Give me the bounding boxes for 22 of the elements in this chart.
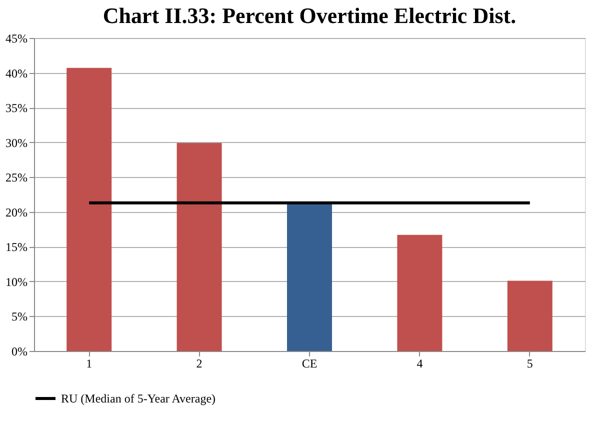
y-tick-label: 5%	[12, 310, 28, 324]
y-tick-label: 0%	[12, 344, 28, 358]
bar	[507, 280, 552, 351]
y-tick-label: 15%	[6, 240, 28, 254]
x-tick-label: 1	[86, 356, 92, 370]
y-tick-label: 45%	[6, 32, 28, 46]
bar	[176, 143, 222, 351]
bar	[287, 204, 332, 351]
y-tick-label: 20%	[6, 205, 28, 220]
chart-title: Chart II.33: Percent Overtime Electric Dist.	[102, 3, 516, 28]
y-tick-label: 10%	[6, 274, 28, 289]
x-tick-label: 2	[196, 356, 202, 370]
y-tick-label: 25%	[6, 170, 28, 185]
y-tick-label: 40%	[6, 66, 28, 80]
y-tick-label: 30%	[6, 136, 28, 150]
x-tick-label: 5	[526, 356, 533, 370]
bar	[66, 68, 112, 351]
y-tick-label: 35%	[6, 101, 28, 116]
legend-label: RU (Median of 5-Year Average)	[61, 392, 216, 406]
x-tick-label: CE	[302, 356, 318, 370]
x-tick-label: 4	[416, 356, 423, 370]
bar	[397, 234, 442, 351]
